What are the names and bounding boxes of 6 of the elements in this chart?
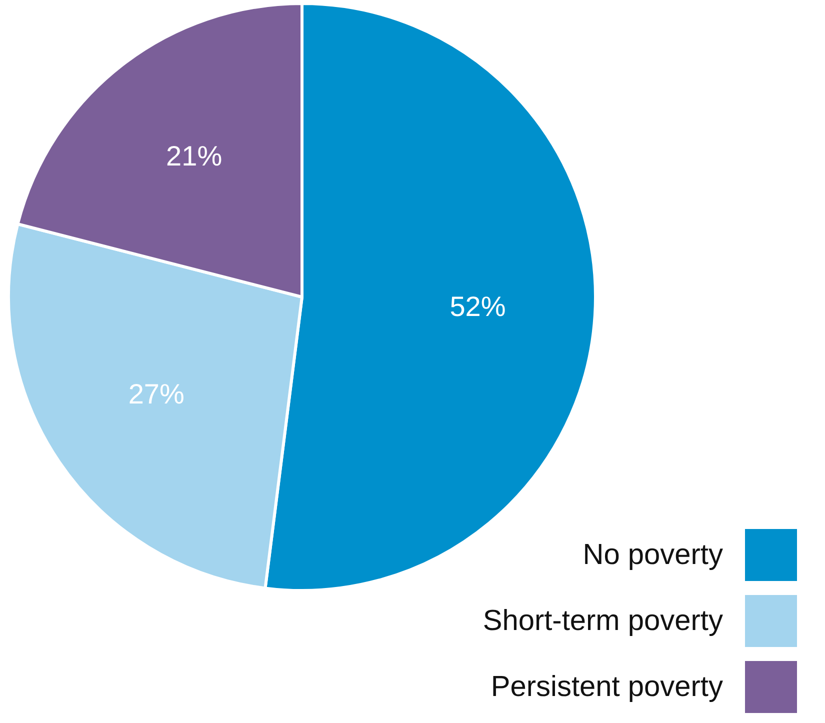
data-label: 27% xyxy=(128,378,184,410)
legend-label: Persistent poverty xyxy=(490,670,723,704)
data-label: 52% xyxy=(450,290,506,322)
legend-label: Short-term poverty xyxy=(482,604,723,638)
legend-label: No poverty xyxy=(582,538,723,572)
data-label: 21% xyxy=(166,140,222,172)
